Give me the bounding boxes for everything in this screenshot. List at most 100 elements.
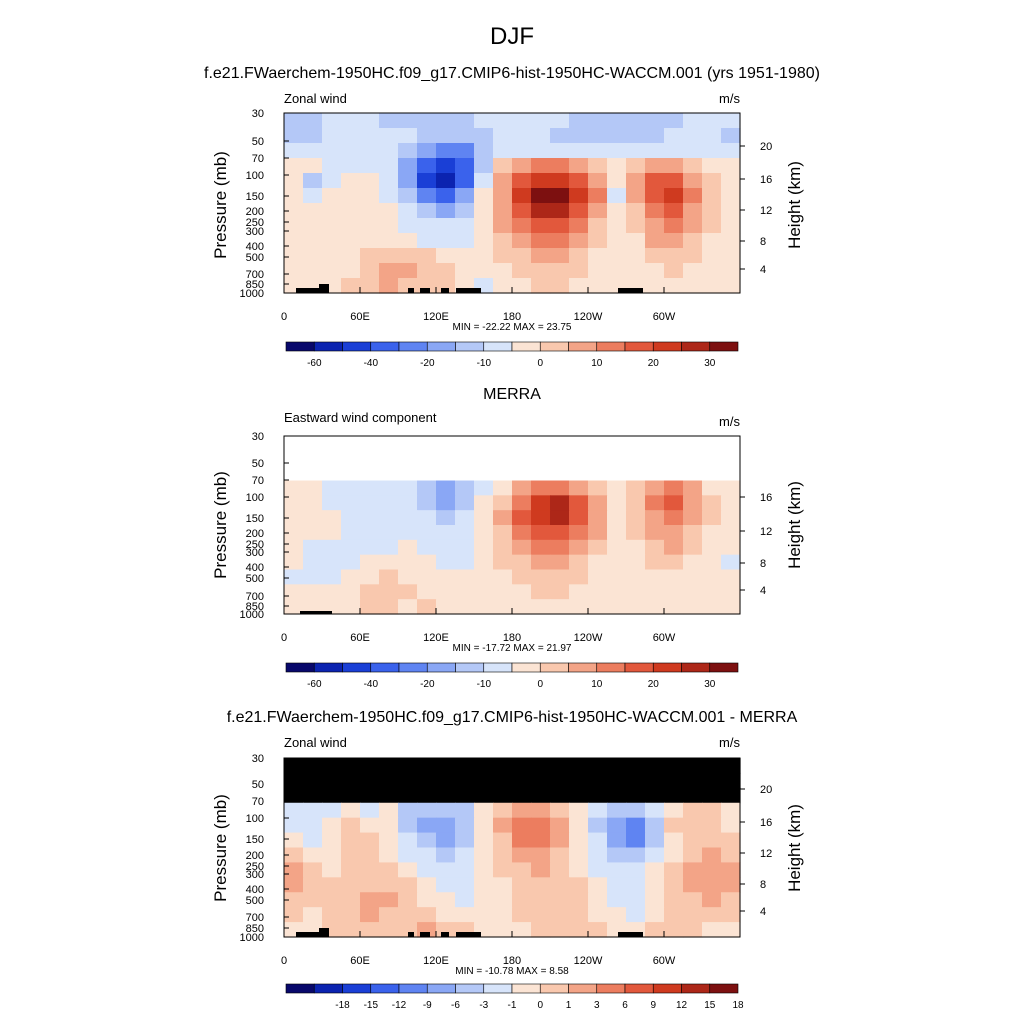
heatmap-cell (493, 436, 513, 452)
heatmap-cell (607, 436, 627, 452)
heatmap-cell (398, 569, 418, 585)
heatmap-cell (588, 525, 608, 541)
y-tick-label: 200 (246, 850, 264, 862)
heatmap-cell (721, 495, 741, 511)
heatmap-cell (493, 907, 513, 923)
x-tick-label: 60E (350, 311, 370, 323)
heatmap-cell (303, 263, 323, 279)
heatmap-cell (531, 847, 551, 864)
heatmap-cell (588, 495, 608, 511)
heatmap-cell (398, 173, 418, 189)
heatmap-cell (607, 143, 627, 159)
heatmap-cell (664, 218, 684, 234)
colorbar-label: -3 (479, 1000, 488, 1011)
heatmap-cell (284, 772, 304, 789)
heatmap-cell (702, 907, 722, 923)
heatmap-cell (569, 539, 589, 556)
heatmap-cell (284, 877, 304, 893)
heatmap-cell (588, 862, 608, 878)
y-tick-label: 150 (246, 834, 264, 846)
heatmap-cell (436, 436, 456, 452)
heatmap-cell (474, 218, 494, 234)
colorbar-box (624, 662, 654, 673)
heatmap-cells (284, 758, 741, 938)
heatmap-cell (512, 892, 532, 908)
heatmap-cell (303, 539, 323, 556)
heatmap-cell (607, 907, 627, 923)
heatmap-cell (664, 188, 684, 204)
heatmap-cell (683, 278, 703, 294)
heatmap-cell (569, 465, 589, 482)
heatmap-cell (645, 787, 665, 804)
heatmap-cell (664, 758, 684, 774)
heatmap-cell (474, 495, 494, 511)
heatmap-cell (512, 173, 532, 189)
heatmap-cell (550, 158, 570, 174)
heatmap-cell (721, 847, 741, 864)
heatmap-cell (284, 510, 304, 526)
heatmap-cell (474, 599, 494, 615)
colorbar-box (313, 983, 343, 994)
heatmap-cell (569, 203, 589, 219)
heatmap-cell (702, 233, 722, 249)
heatmap-cell (303, 802, 323, 819)
heatmap-cell (398, 525, 418, 541)
colorbar-label: 1 (566, 1000, 572, 1011)
heatmap-cell (569, 143, 589, 159)
heatmap-cell (493, 599, 513, 615)
heatmap-cell (493, 278, 513, 294)
heatmap-cell (303, 480, 323, 496)
heatmap-cell (398, 233, 418, 249)
orography-block (456, 932, 481, 937)
heatmap-cell (379, 495, 399, 511)
heatmap-cell (379, 877, 399, 893)
heatmap-cell (417, 802, 437, 819)
y-tick-label: 70 (252, 796, 264, 808)
heatmap-cell (664, 128, 684, 144)
heatmap-cell (550, 278, 570, 294)
heatmap-cell (588, 892, 608, 908)
heatmap-cell (436, 263, 456, 279)
heatmap-cell (664, 480, 684, 496)
orography-block (420, 288, 430, 293)
heatmap-cell (531, 248, 551, 264)
heatmap-cell (645, 892, 665, 908)
heatmap-cell (569, 847, 589, 864)
heatmap-cell (417, 113, 437, 129)
heatmap-cell (607, 158, 627, 174)
height-tick-label: 12 (760, 848, 772, 860)
heatmap-cell (512, 539, 532, 556)
heatmap-cell (588, 233, 608, 249)
height-tick-label: 16 (760, 817, 772, 829)
heatmap-cell (379, 436, 399, 452)
heatmap-cell (360, 436, 380, 452)
heatmap-cell (588, 158, 608, 174)
heatmap-cell (322, 569, 342, 585)
heatmap-cell (379, 772, 399, 789)
heatmap-cell (360, 847, 380, 864)
heatmap-cell (588, 758, 608, 774)
colorbar-label: 9 (651, 1000, 657, 1011)
heatmap-cell (569, 772, 589, 789)
colorbar-box (652, 662, 682, 673)
heatmap-cell (455, 203, 475, 219)
heatmap-cell (645, 599, 665, 615)
heatmap-cell (322, 832, 342, 849)
heatmap-cell (455, 569, 475, 585)
heatmap-cell (360, 113, 380, 129)
colorbar-label: 30 (704, 679, 716, 690)
heatmap-cell (493, 143, 513, 159)
heatmap-cell (417, 907, 437, 923)
heatmap-cell (417, 584, 437, 600)
colorbar: -60 -40 -20 -10 0 10 20 30 (285, 662, 739, 690)
heatmap-cell (417, 847, 437, 864)
heatmap-cell (436, 203, 456, 219)
y-tick-label: 300 (246, 869, 264, 881)
heatmap-cell (417, 203, 437, 219)
x-tick-label: 120W (574, 955, 603, 967)
heatmap-cell (398, 218, 418, 234)
x-tick-label: 120W (574, 311, 603, 323)
colorbar-box (370, 662, 400, 673)
heatmap-cell (721, 480, 741, 496)
heatmap-cell (303, 495, 323, 511)
